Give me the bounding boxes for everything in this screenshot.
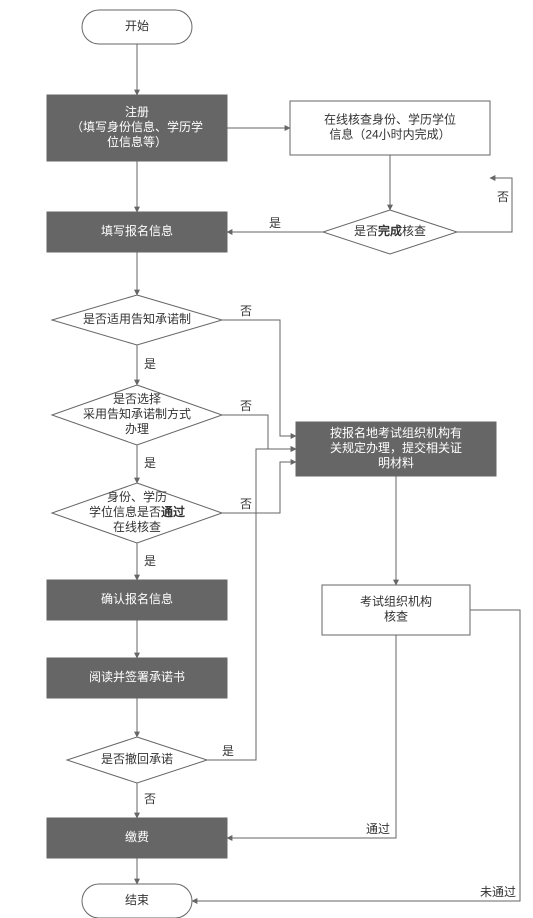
node-label: 确认报名信息	[101, 591, 173, 606]
edge-label: 是	[269, 216, 281, 230]
node-label: 是否适用告知承诺制	[83, 312, 191, 326]
nodes: 开始注册（填写身份信息、学历学位信息等） 在线核查身份、学历学位信息（24小时内完…	[47, 10, 496, 918]
edge-label: 通过	[366, 822, 390, 836]
node-label: 考试组织机构	[360, 594, 432, 609]
edge-label: 否	[240, 304, 252, 318]
node-label: 身份、学历	[107, 489, 167, 504]
flowchart: 是否是是是否否否否是通过未通过开始注册（填写身份信息、学历学位信息等）在线核查身…	[0, 0, 533, 918]
node-label: 明材料	[378, 456, 414, 470]
node-label: 是否完成核查	[354, 223, 426, 238]
node-fill_info: 填写报名信息	[47, 212, 227, 252]
node-end: 结束	[82, 884, 192, 918]
node-online_verify: 在线核查身份、学历学位信息（24小时内完成）	[290, 101, 490, 155]
node-label: 核查	[384, 610, 408, 624]
node-label: 是否选择	[113, 392, 161, 406]
node-label: （填写身份信息、学历学	[71, 119, 203, 134]
node-label: 按报名地考试组织机构有	[330, 425, 462, 440]
node-label: 办理	[125, 421, 149, 436]
node-label: 在线核查身份、学历学位	[324, 112, 456, 127]
node-label: 填写报名信息	[101, 223, 173, 238]
node-label: 信息（24小时内完成）	[329, 127, 450, 142]
edge	[222, 462, 296, 513]
edge-label: 是	[144, 357, 156, 371]
edge-label: 未通过	[480, 885, 516, 899]
node-verify_done: 是否完成核查	[323, 210, 457, 254]
edge-label: 是	[144, 456, 156, 470]
edge	[457, 178, 512, 232]
edge-label: 是	[222, 744, 234, 758]
node-label: 开始	[125, 19, 149, 33]
node-label: 采用告知承诺制方式	[83, 406, 191, 421]
node-label: 在线核查	[113, 520, 161, 534]
edge-label: 否	[144, 792, 156, 806]
node-label: 是否撤回承诺	[101, 751, 173, 766]
node-label: 结束	[125, 893, 149, 907]
node-label: 阅读并签署承诺书	[89, 669, 185, 684]
node-sign: 阅读并签署承诺书	[47, 658, 227, 698]
edge	[222, 320, 296, 436]
edge-label: 否	[240, 497, 252, 511]
edge	[192, 610, 520, 901]
edge	[222, 415, 296, 449]
node-choose_notice: 是否选择采用告知承诺制方式办理	[52, 385, 222, 445]
edge-label: 否	[497, 190, 509, 204]
node-id_pass: 身份、学历学位信息是否通过在线核查	[52, 483, 222, 543]
node-label: 位信息等）	[107, 134, 167, 149]
node-confirm: 确认报名信息	[47, 580, 227, 620]
edge	[227, 635, 396, 838]
node-label: 缴费	[125, 829, 149, 844]
node-pay: 缴费	[47, 818, 227, 858]
node-withdraw: 是否撤回承诺	[67, 737, 207, 783]
node-org_verify: 考试组织机构核查	[322, 585, 470, 635]
edge-label: 是	[144, 554, 156, 568]
node-register: 注册（填写身份信息、学历学位信息等）	[47, 95, 227, 161]
node-label: 关规定办理，提交相关证	[330, 440, 462, 455]
edge-label: 否	[240, 399, 252, 413]
node-label: 学位信息是否通过	[89, 504, 185, 519]
node-start: 开始	[82, 10, 192, 44]
node-label: 注册	[125, 104, 149, 119]
node-apply_notice: 是否适用告知承诺制	[52, 295, 222, 345]
node-submit_material: 按报名地考试组织机构有关规定办理，提交相关证明材料	[296, 422, 496, 476]
